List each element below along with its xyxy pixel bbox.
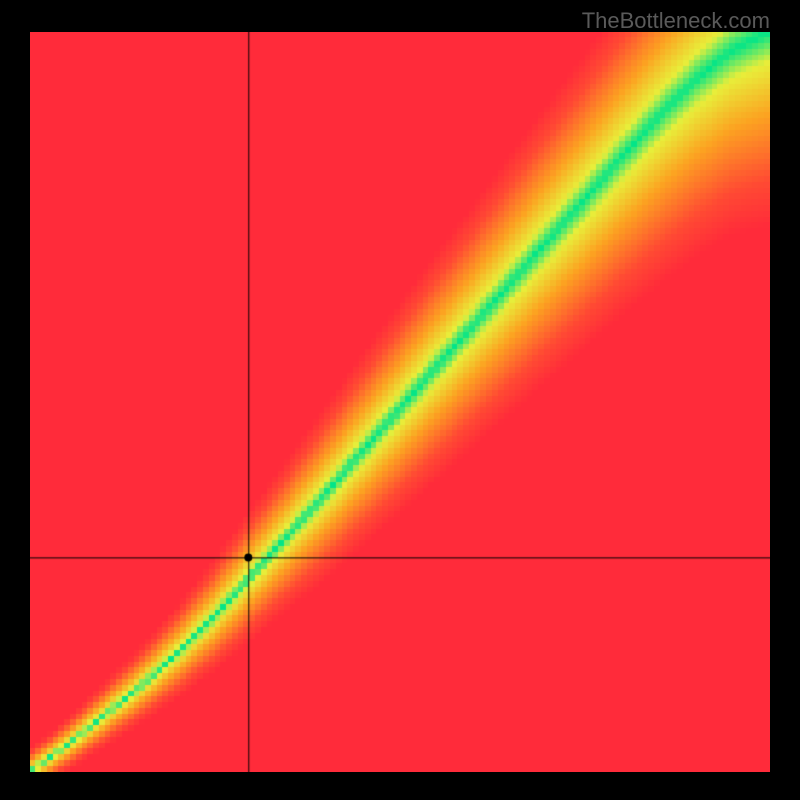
- bottleneck-heatmap: [30, 32, 770, 772]
- watermark-text: TheBottleneck.com: [582, 8, 770, 34]
- chart-container: TheBottleneck.com: [0, 0, 800, 800]
- plot-area: [30, 32, 770, 772]
